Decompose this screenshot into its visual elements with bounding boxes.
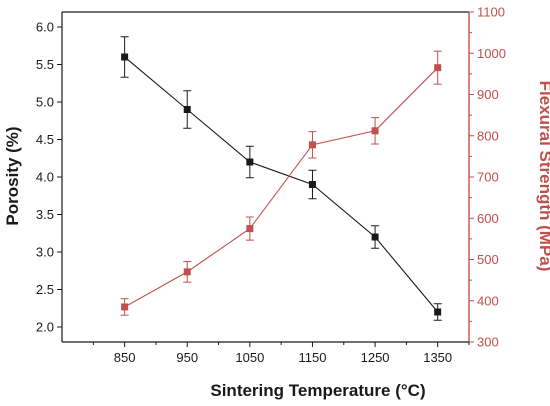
y-left-tick-label: 5.5 [36, 57, 54, 72]
x-tick-label: 1350 [423, 350, 452, 365]
flexural-strength-point [183, 268, 191, 276]
x-tick-label: 950 [176, 350, 198, 365]
flexural-strength-point [121, 303, 129, 311]
y-left-tick-label: 3.5 [36, 207, 54, 222]
flexural-strength-point [246, 225, 254, 233]
porosity-point [371, 233, 379, 241]
porosity-point [246, 158, 254, 166]
y-right-tick-label: 300 [477, 335, 499, 350]
y-left-tick-label: 5.0 [36, 95, 54, 110]
y-axis-left: 2.0 2.5 3.0 3.5 4.0 4.5 5.0 5.5 6.0 [36, 20, 62, 335]
y-right-tick-label: 700 [477, 170, 499, 185]
y-right-tick-label: 1100 [477, 5, 505, 20]
flexural-strength-point [371, 127, 379, 135]
y-left-tick-label: 2.5 [36, 282, 54, 297]
flexural-strength-line [124, 67, 439, 308]
flexural-strength-point [308, 141, 316, 149]
x-tick-label: 850 [114, 350, 136, 365]
x-tick-label: 1050 [235, 350, 264, 365]
plot-frame [61, 11, 470, 343]
porosity-point [308, 181, 316, 188]
x-tick-label: 1250 [361, 350, 390, 365]
porosity-point [121, 53, 129, 61]
x-axis-title: Sintering Temperature (°C) [210, 381, 425, 400]
porosity-point [183, 106, 191, 113]
series-layer [120, 36, 442, 321]
porosity-line [124, 56, 439, 313]
y-right-tick-label: 800 [477, 128, 499, 143]
y-left-tick-label: 3.0 [36, 245, 54, 260]
y-right-tick-label: 900 [477, 87, 499, 102]
flexural-strength-point [434, 64, 442, 72]
y-axis-right: 300 400 500 600 700 800 900 1000 1100 [469, 5, 506, 350]
y-left-tick-label: 4.5 [36, 132, 54, 147]
y-right-tick-label: 500 [477, 252, 499, 267]
y-right-tick-label: 400 [477, 293, 499, 308]
x-tick-label: 1150 [298, 350, 326, 365]
y-axis-right-title: Flexural Strength (MPa) [536, 81, 550, 272]
y-right-tick-label: 1000 [477, 46, 506, 61]
y-left-tick-label: 2.0 [36, 320, 54, 335]
y-axis-left-title: Porosity (%) [3, 126, 22, 225]
porosity-point [434, 308, 442, 316]
y-left-tick-label: 6.0 [36, 20, 54, 35]
y-right-tick-label: 600 [477, 211, 499, 226]
x-axis: 850 950 1050 1150 1250 1350 [92, 342, 470, 365]
y-left-tick-label: 4.0 [36, 170, 54, 185]
